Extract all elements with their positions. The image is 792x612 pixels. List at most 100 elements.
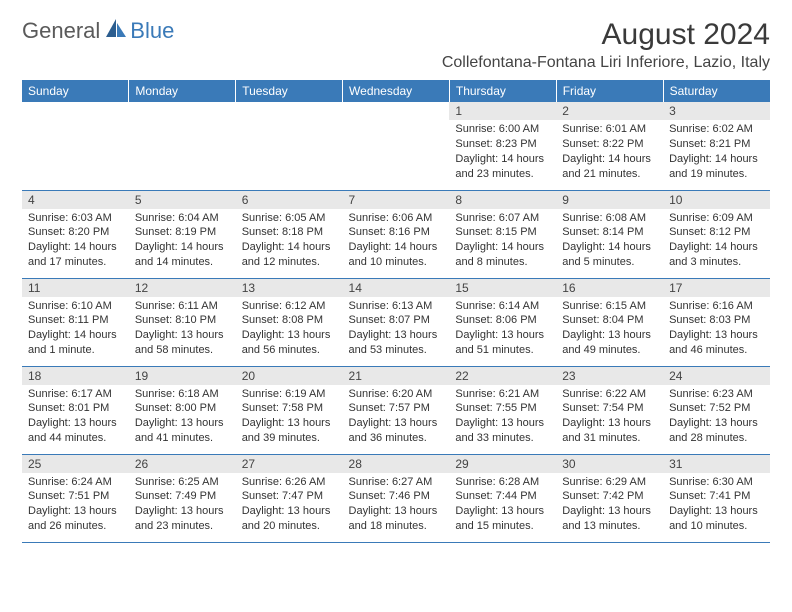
day-details: Sunrise: 6:00 AMSunset: 8:23 PMDaylight:… (449, 120, 556, 183)
calendar-week-row: 25Sunrise: 6:24 AMSunset: 7:51 PMDayligh… (22, 454, 770, 542)
day-details: Sunrise: 6:03 AMSunset: 8:20 PMDaylight:… (22, 209, 129, 272)
sunset-text: Sunset: 7:46 PM (349, 489, 444, 504)
sunset-text: Sunset: 8:11 PM (28, 313, 123, 328)
day-details: Sunrise: 6:25 AMSunset: 7:49 PMDaylight:… (129, 473, 236, 536)
location-text: Collefontana-Fontana Liri Inferiore, Laz… (442, 54, 770, 72)
sunset-text: Sunset: 7:44 PM (455, 489, 550, 504)
daylight-text: Daylight: 14 hours and 10 minutes. (349, 240, 444, 270)
sunset-text: Sunset: 8:08 PM (242, 313, 337, 328)
day-details: Sunrise: 6:30 AMSunset: 7:41 PMDaylight:… (663, 473, 770, 536)
calendar-day-cell: 22Sunrise: 6:21 AMSunset: 7:55 PMDayligh… (449, 366, 556, 454)
day-number: 7 (343, 191, 450, 209)
sunrise-text: Sunrise: 6:00 AM (455, 122, 550, 137)
day-details: Sunrise: 6:28 AMSunset: 7:44 PMDaylight:… (449, 473, 556, 536)
daylight-text: Daylight: 14 hours and 1 minute. (28, 328, 123, 358)
day-number: 28 (343, 455, 450, 473)
calendar-day-cell: 28 Sunrise: 6:27 AMSunset: 7:46 PMDayligh… (343, 454, 450, 542)
daylight-text: Daylight: 13 hours and 33 minutes. (455, 416, 550, 446)
sunrise-text: Sunrise: 6:21 AM (455, 387, 550, 402)
daylight-text: Daylight: 13 hours and 26 minutes. (28, 504, 123, 534)
day-details: Sunrise: 6:17 AMSunset: 8:01 PMDaylight:… (22, 385, 129, 448)
calendar-day-cell: 5Sunrise: 6:04 AMSunset: 8:19 PMDaylight… (129, 190, 236, 278)
sunset-text: Sunset: 8:21 PM (669, 137, 764, 152)
day-number: 10 (663, 191, 770, 209)
daylight-text: Daylight: 13 hours and 51 minutes. (455, 328, 550, 358)
daylight-text: Daylight: 13 hours and 18 minutes. (349, 504, 444, 534)
daylight-text: Daylight: 14 hours and 19 minutes. (669, 152, 764, 182)
weekday-header: Tuesday (236, 80, 343, 102)
day-details: Sunrise: 6:02 AMSunset: 8:21 PMDaylight:… (663, 120, 770, 183)
sunset-text: Sunset: 7:57 PM (349, 401, 444, 416)
weekday-header: Sunday (22, 80, 129, 102)
daylight-text: Daylight: 13 hours and 53 minutes. (349, 328, 444, 358)
day-details: Sunrise: 6:29 AMSunset: 7:42 PMDaylight:… (556, 473, 663, 536)
daylight-text: Daylight: 13 hours and 58 minutes. (135, 328, 230, 358)
day-details: Sunrise: 6:14 AMSunset: 8:06 PMDaylight:… (449, 297, 556, 360)
day-details: Sunrise: 6:12 AMSunset: 8:08 PMDaylight:… (236, 297, 343, 360)
day-details: Sunrise: 6:01 AMSunset: 8:22 PMDaylight:… (556, 120, 663, 183)
daylight-text: Daylight: 13 hours and 44 minutes. (28, 416, 123, 446)
sunrise-text: Sunrise: 6:09 AM (669, 211, 764, 226)
logo: General Blue (22, 18, 174, 44)
day-details: Sunrise: 6:23 AMSunset: 7:52 PMDaylight:… (663, 385, 770, 448)
sunset-text: Sunset: 8:15 PM (455, 225, 550, 240)
sunset-text: Sunset: 7:51 PM (28, 489, 123, 504)
weekday-header: Saturday (663, 80, 770, 102)
calendar-day-cell: 23Sunrise: 6:22 AMSunset: 7:54 PMDayligh… (556, 366, 663, 454)
day-number: 23 (556, 367, 663, 385)
daylight-text: Daylight: 13 hours and 39 minutes. (242, 416, 337, 446)
day-number (343, 102, 450, 106)
day-number: 8 (449, 191, 556, 209)
daylight-text: Daylight: 14 hours and 21 minutes. (562, 152, 657, 182)
sunrise-text: Sunrise: 6:27 AM (349, 475, 444, 490)
day-number (236, 102, 343, 106)
calendar-day-cell: 4Sunrise: 6:03 AMSunset: 8:20 PMDaylight… (22, 190, 129, 278)
sunrise-text: Sunrise: 6:20 AM (349, 387, 444, 402)
day-number: 16 (556, 279, 663, 297)
day-number: 22 (449, 367, 556, 385)
calendar-day-cell: 1Sunrise: 6:00 AMSunset: 8:23 PMDaylight… (449, 102, 556, 190)
daylight-text: Daylight: 14 hours and 12 minutes. (242, 240, 337, 270)
sunrise-text: Sunrise: 6:04 AM (135, 211, 230, 226)
day-number: 6 (236, 191, 343, 209)
day-details: Sunrise: 6:24 AMSunset: 7:51 PMDaylight:… (22, 473, 129, 536)
daylight-text: Daylight: 13 hours and 46 minutes. (669, 328, 764, 358)
calendar-day-cell (129, 102, 236, 190)
sunrise-text: Sunrise: 6:24 AM (28, 475, 123, 490)
calendar-day-cell (22, 102, 129, 190)
calendar-day-cell: 9Sunrise: 6:08 AMSunset: 8:14 PMDaylight… (556, 190, 663, 278)
calendar-day-cell: 21Sunrise: 6:20 AMSunset: 7:57 PMDayligh… (343, 366, 450, 454)
sunset-text: Sunset: 8:18 PM (242, 225, 337, 240)
day-details: Sunrise: 6:09 AMSunset: 8:12 PMDaylight:… (663, 209, 770, 272)
sunrise-text: Sunrise: 6:18 AM (135, 387, 230, 402)
logo-text-2: Blue (130, 18, 174, 44)
sunset-text: Sunset: 7:42 PM (562, 489, 657, 504)
day-number: 24 (663, 367, 770, 385)
calendar-day-cell: 19Sunrise: 6:18 AMSunset: 8:00 PMDayligh… (129, 366, 236, 454)
calendar-day-cell: 24Sunrise: 6:23 AMSunset: 7:52 PMDayligh… (663, 366, 770, 454)
sunset-text: Sunset: 8:22 PM (562, 137, 657, 152)
sunset-text: Sunset: 8:04 PM (562, 313, 657, 328)
sunrise-text: Sunrise: 6:28 AM (455, 475, 550, 490)
sunrise-text: Sunrise: 6:29 AM (562, 475, 657, 490)
daylight-text: Daylight: 13 hours and 41 minutes. (135, 416, 230, 446)
sunset-text: Sunset: 7:52 PM (669, 401, 764, 416)
day-number: 26 (129, 455, 236, 473)
sunset-text: Sunset: 8:23 PM (455, 137, 550, 152)
day-details: Sunrise: 6:08 AMSunset: 8:14 PMDaylight:… (556, 209, 663, 272)
daylight-text: Daylight: 13 hours and 23 minutes. (135, 504, 230, 534)
sunrise-text: Sunrise: 6:10 AM (28, 299, 123, 314)
day-number: 12 (129, 279, 236, 297)
daylight-text: Daylight: 14 hours and 17 minutes. (28, 240, 123, 270)
sunset-text: Sunset: 8:19 PM (135, 225, 230, 240)
sunrise-text: Sunrise: 6:12 AM (242, 299, 337, 314)
logo-sail-icon (104, 17, 128, 44)
daylight-text: Daylight: 14 hours and 3 minutes. (669, 240, 764, 270)
calendar-body: 1Sunrise: 6:00 AMSunset: 8:23 PMDaylight… (22, 102, 770, 542)
day-details: Sunrise: 6:19 AMSunset: 7:58 PMDaylight:… (236, 385, 343, 448)
calendar-day-cell: 8Sunrise: 6:07 AMSunset: 8:15 PMDaylight… (449, 190, 556, 278)
sunrise-text: Sunrise: 6:02 AM (669, 122, 764, 137)
sunrise-text: Sunrise: 6:23 AM (669, 387, 764, 402)
sunrise-text: Sunrise: 6:01 AM (562, 122, 657, 137)
day-number: 2 (556, 102, 663, 120)
